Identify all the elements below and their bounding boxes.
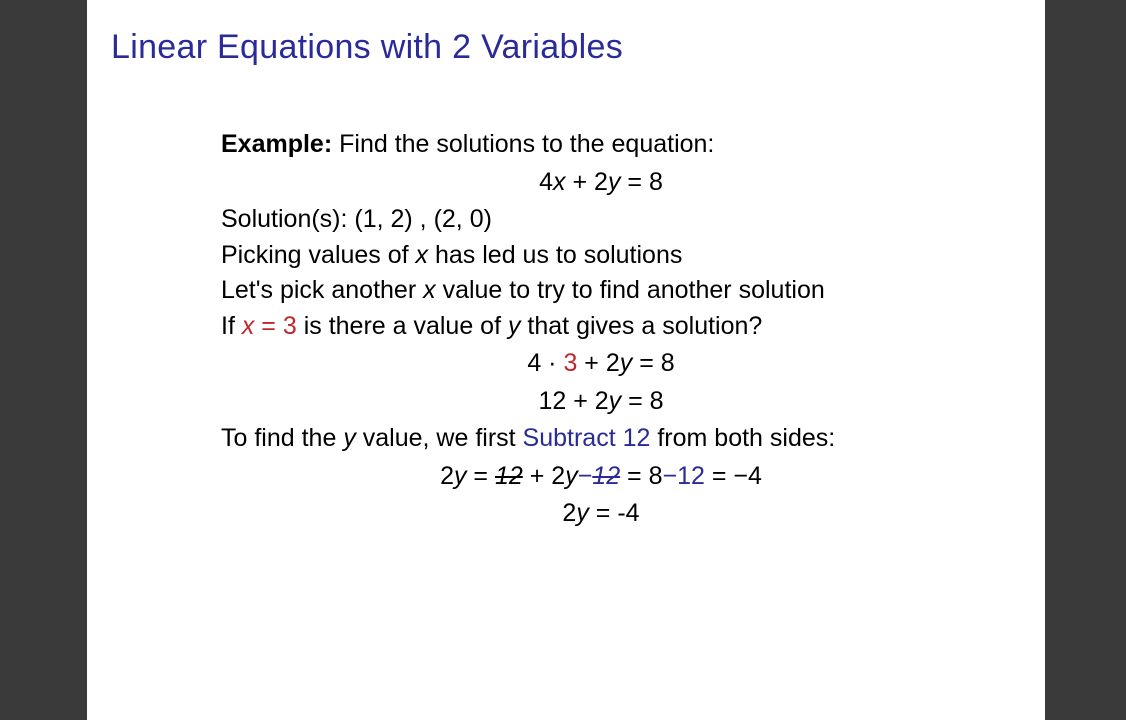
another-line: Let's pick another x value to try to fin… [221,273,981,309]
example-line: Example: Find the solutions to the equat… [221,127,981,163]
solutions-values: (1, 2) , (2, 0) [354,205,492,233]
find-post: from both sides: [650,424,835,452]
x-equals-3: x = 3 [242,312,297,340]
example-label: Example: [221,130,332,158]
strike-12-right: 12 [592,462,620,490]
solutions-line: Solution(s): (1, 2) , (2, 0) [221,202,981,238]
subtract-operation: Subtract 12 [523,424,651,452]
example-prompt: Find the solutions to the equation: [332,130,714,158]
slide: Linear Equations with 2 Variables Exampl… [87,0,1045,720]
slide-content: Example: Find the solutions to the equat… [221,127,981,532]
equation-work: 2y = 12 + 2y−12 = 8−12 = −4 [221,459,981,495]
strike-12-left: 12 [495,462,523,490]
solutions-label: Solution(s): [221,205,354,233]
equation-simplified: 12 + 2y = 8 [221,384,981,420]
if-pre: If [221,312,242,340]
equation-result: 2y = -4 [221,496,981,532]
equation-substituted: 4 · 3 + 2y = 8 [221,346,981,382]
slide-title: Linear Equations with 2 Variables [111,28,1021,67]
if-line: If x = 3 is there a value of y that give… [221,309,981,345]
find-y-line: To find the y value, we first Subtract 1… [221,421,981,457]
equation-main: 4x + 2y = 8 [221,165,981,201]
picking-line: Picking values of x has led us to soluti… [221,238,981,274]
